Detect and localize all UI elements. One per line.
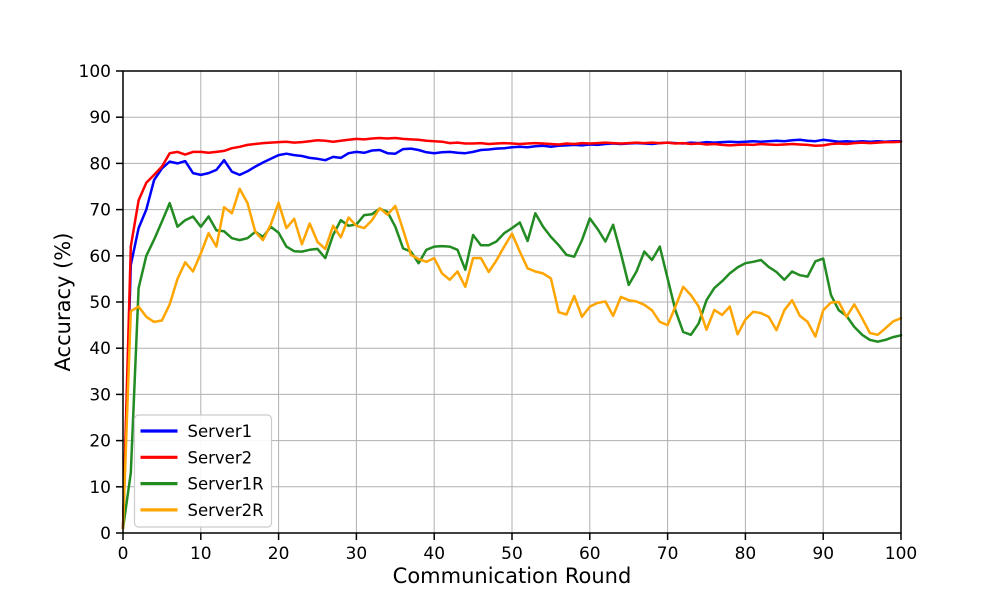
y-axis-ticks: 0 10 20 30 40 50 60 70 80 90 100	[79, 62, 123, 544]
y-tick-label: 20	[89, 432, 111, 452]
x-tick-label: 50	[501, 544, 523, 564]
legend-label-server2r: Server2R	[188, 501, 264, 520]
legend-label-server1: Server1	[188, 422, 253, 441]
y-tick-label: 10	[89, 478, 111, 498]
y-tick-label: 40	[89, 339, 111, 359]
series-layer	[121, 136, 903, 530]
y-tick-label: 60	[89, 247, 111, 267]
x-tick-label: 0	[118, 544, 129, 564]
y-axis-label: Accuracy (%)	[51, 233, 75, 372]
y-tick-label: 80	[89, 154, 111, 174]
x-axis-ticks: 0 10 20 30 40 50 60 70 80 90 100	[118, 533, 917, 564]
legend-label-server1r: Server1R	[188, 475, 264, 494]
y-tick-label: 100	[79, 62, 111, 82]
y-tick-label: 90	[89, 108, 111, 128]
series-line-server2r	[121, 187, 903, 530]
series-line-server1r	[121, 201, 903, 530]
y-tick-label: 50	[89, 293, 111, 313]
legend: Server1 Server2 Server1R Server2R	[133, 414, 273, 528]
x-tick-label: 10	[190, 544, 212, 564]
x-tick-label: 60	[579, 544, 601, 564]
x-tick-label: 80	[735, 544, 757, 564]
x-tick-label: 30	[346, 544, 368, 564]
x-tick-label: 90	[812, 544, 834, 564]
x-tick-label: 40	[423, 544, 445, 564]
x-tick-label: 20	[268, 544, 290, 564]
series-line-server2	[121, 136, 903, 530]
axis-layer: 0 10 20 30 40 50 60 70 80 90 100 0 10 20 30 40 50 60 70 80…	[51, 62, 917, 588]
y-tick-label: 70	[89, 201, 111, 221]
y-tick-label: 30	[89, 385, 111, 405]
x-axis-label: Communication Round	[393, 564, 632, 588]
y-tick-label: 0	[100, 524, 111, 544]
legend-box	[133, 414, 273, 528]
x-tick-label: 100	[885, 544, 917, 564]
legend-label-server2: Server2	[188, 448, 253, 467]
series-line-server1	[121, 138, 903, 530]
x-tick-label: 70	[657, 544, 679, 564]
